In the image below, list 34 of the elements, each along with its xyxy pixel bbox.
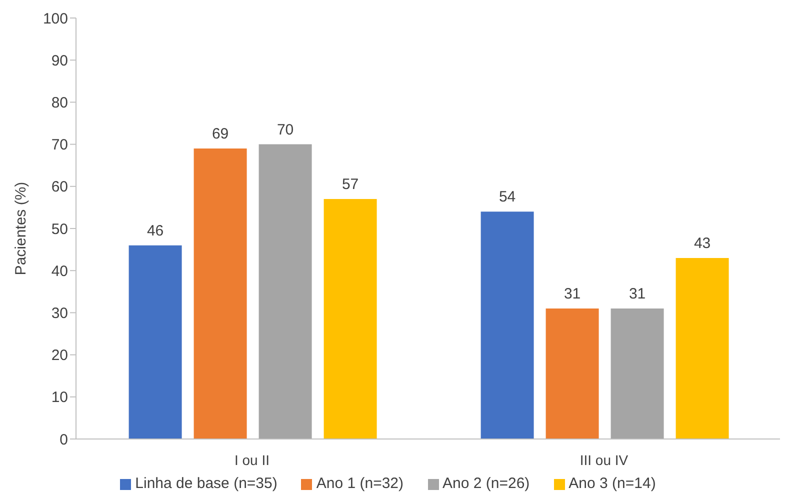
y-tick-label: 30 [51, 305, 68, 322]
legend-label: Linha de base (n=35) [135, 475, 278, 492]
bar [480, 212, 534, 439]
y-tick-label: 90 [51, 52, 68, 70]
data-label: 46 [146, 222, 164, 240]
data-label: 31 [628, 285, 646, 302]
y-tick-label: 100 [42, 10, 68, 28]
bar [546, 308, 599, 439]
legend-label: Ano 3 (n=14) [568, 475, 656, 492]
y-tick-label: 60 [51, 178, 68, 196]
data-label: 57 [342, 176, 359, 194]
data-label: 69 [212, 126, 229, 143]
bar [258, 144, 312, 439]
bar [676, 258, 729, 439]
y-tick-label: 20 [51, 347, 68, 364]
legend-label: Ano 2 (n=26) [442, 475, 530, 492]
y-tick-label: 40 [51, 262, 68, 280]
bar [610, 308, 664, 439]
y-tick-label: 80 [51, 94, 68, 112]
data-label: 54 [498, 188, 516, 206]
y-tick-label: 50 [51, 220, 68, 238]
data-label: 31 [564, 285, 581, 302]
y-tick-label: 10 [51, 389, 68, 406]
data-label: 70 [276, 121, 294, 138]
x-tick-label: I ou II [234, 452, 270, 468]
bar [324, 199, 377, 439]
bar [128, 245, 182, 439]
x-tick-label: III ou IV [580, 452, 629, 468]
bar [194, 148, 247, 439]
y-tick-label: 0 [60, 431, 68, 448]
legend-label: Ano 1 (n=32) [316, 475, 404, 492]
data-label: 43 [694, 234, 711, 252]
y-tick-label: 70 [51, 136, 68, 154]
y-axis-title: Pacientes (%) [12, 182, 30, 276]
